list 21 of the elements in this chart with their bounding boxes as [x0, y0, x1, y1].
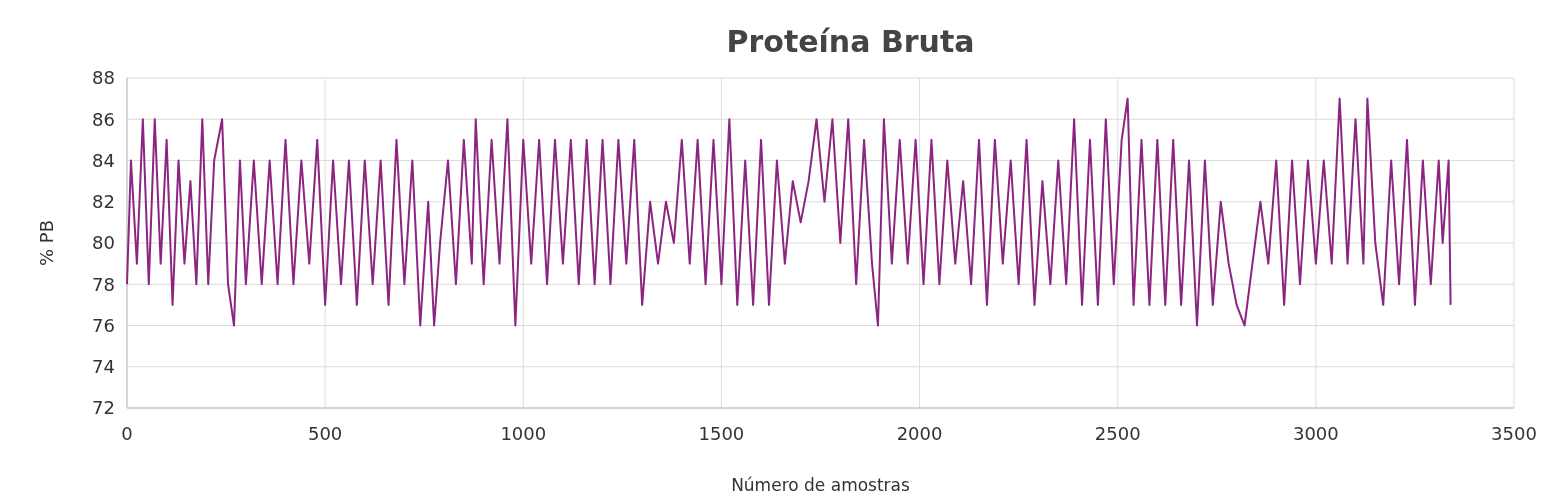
- y-tick-label: 84: [92, 149, 115, 171]
- chart-title: Proteína Bruta: [726, 24, 975, 59]
- line-series: [126, 97, 1452, 327]
- x-axis-title: Número de amostras: [731, 475, 911, 495]
- x-tick-label: 2000: [896, 423, 943, 444]
- x-tick-label: 2500: [1094, 423, 1141, 444]
- y-tick-label: 78: [92, 273, 115, 295]
- x-tick-label: 3000: [1292, 423, 1339, 444]
- y-axis-title: % PB: [36, 219, 57, 267]
- y-tick-label: 74: [92, 356, 115, 378]
- x-tick-label: 3500: [1491, 423, 1537, 444]
- x-tick-label: 500: [307, 423, 343, 444]
- x-tick-label: 1000: [500, 423, 547, 444]
- y-tick-label: 80: [92, 232, 115, 254]
- y-tick-label: 82: [92, 191, 115, 213]
- x-tick-label: 0: [121, 423, 133, 444]
- y-tick-label: 72: [92, 397, 115, 419]
- y-tick-label: 86: [92, 108, 115, 130]
- y-tick-label: 76: [92, 314, 115, 336]
- y-tick-label: 88: [92, 67, 115, 89]
- x-tick-label: 1500: [698, 423, 745, 444]
